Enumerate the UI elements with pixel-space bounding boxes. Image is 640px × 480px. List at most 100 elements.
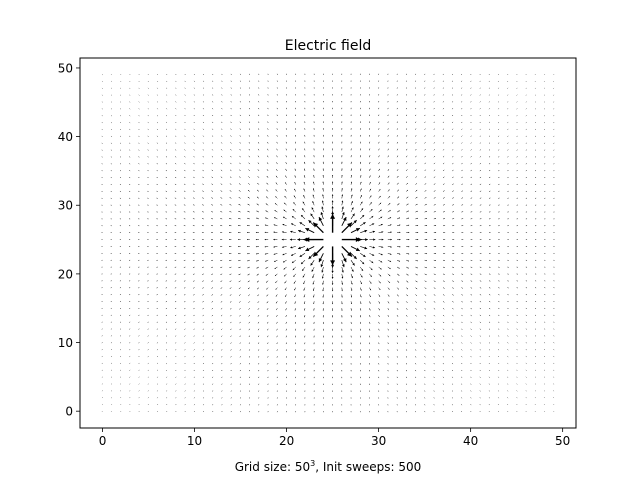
field-arrow (147, 307, 149, 309)
field-arrow (507, 314, 509, 316)
field-arrow-head (369, 302, 371, 304)
field-arrow (488, 369, 490, 371)
field-arrow (452, 94, 453, 96)
field-arrow (452, 169, 454, 172)
field-arrow (553, 356, 555, 357)
field-arrow (202, 114, 204, 117)
field-arrow-head (425, 218, 427, 219)
field-arrow (525, 342, 527, 344)
field-arrow (202, 149, 204, 151)
field-arrow (184, 149, 186, 151)
field-arrow (452, 328, 454, 330)
field-arrow (183, 190, 186, 192)
field-arrow (452, 211, 455, 213)
field-arrow (525, 335, 527, 337)
field-arrow-head (341, 309, 343, 311)
field-arrow-head (425, 274, 427, 275)
field-arrow (470, 149, 472, 151)
field-arrow (165, 294, 168, 296)
field-arrow (396, 308, 399, 311)
field-arrow (147, 390, 149, 392)
field-arrow-head (247, 260, 249, 262)
field-arrow-head (388, 281, 390, 283)
field-arrow (184, 163, 186, 165)
field-arrow (470, 115, 472, 117)
field-arrow-head (303, 296, 305, 298)
field-arrow-head (350, 316, 352, 318)
field-arrow (175, 73, 177, 75)
field-arrow (553, 390, 555, 392)
field-arrow-head (318, 217, 323, 221)
field-arrow (369, 161, 371, 165)
field-arrow-head (371, 216, 374, 218)
field-arrow (369, 321, 371, 324)
field-arrow (470, 273, 473, 275)
field-arrow (202, 94, 204, 96)
field-arrow (433, 128, 435, 130)
field-arrow (156, 383, 158, 385)
field-arrow-head (361, 268, 364, 271)
field-arrow (202, 101, 204, 103)
field-arrow (184, 301, 186, 303)
field-arrow (442, 108, 444, 110)
field-arrow (175, 342, 177, 344)
field-arrow-head (399, 231, 401, 234)
field-arrow (239, 107, 241, 110)
field-arrow (470, 183, 473, 185)
field-arrow (229, 301, 232, 303)
field-arrow (498, 314, 500, 316)
field-arrow (267, 356, 269, 358)
field-arrow-head (273, 246, 275, 248)
field-arrow (220, 314, 223, 317)
field-arrow (461, 335, 463, 337)
field-arrow (193, 314, 195, 317)
field-arrow (175, 87, 177, 89)
field-arrow-head (360, 309, 362, 311)
field-arrow (166, 404, 168, 406)
field-arrow (525, 135, 527, 137)
field-arrow-head (255, 246, 258, 248)
field-arrow-head (350, 188, 353, 190)
field-arrow (433, 356, 435, 358)
field-arrow (525, 321, 527, 323)
field-arrow (415, 294, 418, 297)
field-arrow (516, 383, 518, 385)
field-arrow (396, 356, 398, 358)
field-arrow (396, 162, 399, 165)
field-arrow-head (238, 211, 240, 212)
field-arrow (138, 115, 140, 117)
field-arrow (507, 356, 509, 358)
field-arrow (525, 383, 527, 385)
field-arrow (507, 163, 509, 165)
field-arrow-head (266, 288, 268, 290)
field-arrow (516, 390, 518, 392)
field-arrow (479, 287, 482, 289)
field-arrow (202, 204, 204, 206)
field-arrow (157, 74, 158, 75)
field-arrow (479, 169, 482, 172)
field-arrow (175, 397, 177, 399)
field-arrow (165, 135, 168, 137)
field-arrow-head (379, 295, 381, 297)
field-arrow (553, 87, 555, 89)
field-arrow (285, 321, 287, 324)
field-arrow-head (350, 296, 353, 298)
field-arrow-head (312, 201, 314, 203)
field-arrow (405, 128, 408, 130)
field-arrow-head (275, 196, 277, 198)
field-arrow-head (380, 209, 382, 212)
field-arrow (479, 163, 482, 165)
field-arrow (507, 335, 509, 337)
field-arrow (212, 390, 214, 392)
field-arrow (211, 176, 214, 178)
field-arrow (257, 162, 260, 165)
field-arrow (396, 349, 398, 351)
field-arrow (221, 369, 223, 372)
field-arrow (174, 190, 177, 192)
field-arrow (470, 376, 472, 378)
field-arrow-head (435, 232, 437, 234)
field-arrow (452, 342, 454, 344)
field-arrow-head (351, 282, 353, 285)
field-arrow (461, 101, 463, 103)
field-arrow (193, 80, 195, 82)
